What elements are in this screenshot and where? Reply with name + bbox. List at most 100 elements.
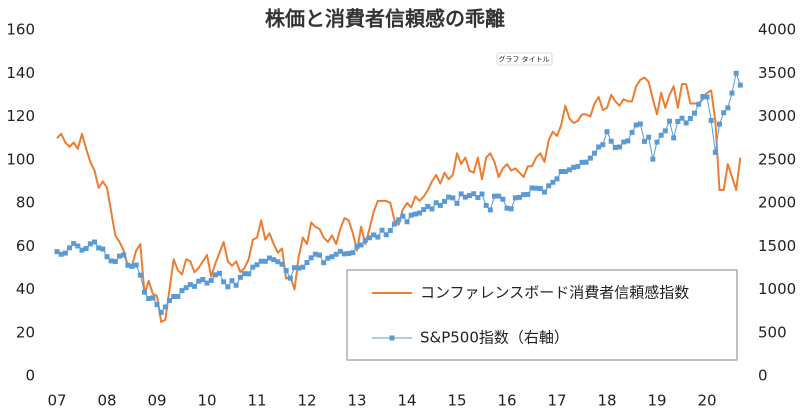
- y2-tick-label: 3500: [758, 64, 796, 82]
- series-marker: [167, 297, 172, 303]
- series-marker: [550, 179, 556, 185]
- series-marker: [512, 195, 518, 201]
- x-tick-label: 17: [547, 392, 566, 410]
- series-marker: [433, 200, 439, 206]
- series-marker: [104, 254, 110, 260]
- x-tick-label: 07: [47, 392, 66, 410]
- series-marker: [617, 144, 622, 150]
- series-marker: [283, 268, 289, 274]
- series-marker: [683, 120, 689, 126]
- chart-title: 株価と消費者信頼感の乖離: [265, 7, 505, 31]
- series-marker: [375, 234, 381, 240]
- series-marker: [692, 110, 697, 116]
- series-marker: [487, 207, 493, 213]
- y-tick-label: 80: [16, 194, 35, 212]
- series-marker: [533, 185, 539, 191]
- y2-tick-label: 0: [758, 367, 768, 385]
- series-marker: [658, 132, 664, 138]
- series-marker: [587, 155, 593, 161]
- series-marker: [383, 232, 389, 238]
- series-marker: [296, 265, 302, 271]
- series-marker: [583, 159, 589, 165]
- series-marker: [337, 248, 343, 254]
- y2-tick-label: 1000: [758, 280, 796, 298]
- series-marker: [712, 149, 718, 155]
- series-marker: [629, 129, 635, 135]
- series-marker: [429, 206, 435, 212]
- legend-label: コンファレンスボード消費者信頼感指数: [420, 284, 689, 302]
- series-marker: [79, 247, 85, 253]
- legend-label: S&P500指数（右軸）: [420, 329, 569, 347]
- series-marker: [354, 243, 360, 249]
- series-marker: [171, 294, 177, 300]
- series-marker: [467, 193, 472, 199]
- x-tick-label: 18: [597, 392, 616, 410]
- series-marker: [725, 105, 731, 111]
- series-marker: [554, 176, 560, 182]
- series-marker: [279, 261, 285, 267]
- series-marker: [217, 270, 222, 276]
- series-marker: [192, 283, 197, 289]
- series-marker: [421, 207, 427, 213]
- series-marker: [567, 167, 572, 173]
- y-tick-label: 20: [16, 323, 35, 341]
- series-marker: [321, 260, 327, 266]
- series-marker: [483, 202, 489, 208]
- series-marker: [437, 202, 443, 208]
- series-marker: [662, 128, 668, 134]
- series-marker: [54, 249, 60, 255]
- series-marker: [71, 241, 77, 247]
- y2-tick-label: 2000: [758, 194, 796, 212]
- series-marker: [212, 272, 218, 278]
- series-marker: [62, 250, 68, 256]
- series-marker: [275, 259, 281, 265]
- series-marker: [521, 192, 527, 198]
- series-marker: [400, 213, 406, 219]
- series-marker: [621, 139, 627, 145]
- series-marker: [371, 232, 377, 238]
- series-marker: [325, 255, 331, 261]
- series-marker: [175, 294, 181, 300]
- y2-tick-label: 2500: [758, 150, 796, 168]
- y-tick-label: 40: [16, 280, 35, 298]
- series-marker: [637, 121, 643, 127]
- x-tick-label: 12: [297, 392, 316, 410]
- series-marker: [412, 211, 418, 217]
- series-marker: [462, 194, 468, 200]
- series-marker: [675, 119, 681, 125]
- series-marker: [733, 70, 739, 76]
- series-marker: [150, 295, 156, 301]
- series-marker: [229, 278, 235, 284]
- series-marker: [721, 110, 727, 116]
- series-marker: [358, 242, 364, 248]
- y-tick-label: 140: [6, 64, 35, 82]
- series-marker: [504, 205, 510, 211]
- series-marker: [317, 252, 322, 258]
- series-marker: [458, 191, 464, 197]
- series-marker: [137, 272, 143, 278]
- series-marker: [112, 259, 118, 265]
- y-tick-label: 100: [6, 150, 35, 168]
- x-tick-label: 10: [197, 392, 216, 410]
- series-marker: [517, 194, 522, 200]
- series-marker: [146, 295, 152, 301]
- series-marker: [546, 183, 552, 189]
- series-marker: [700, 94, 706, 100]
- legend-marker: [389, 335, 395, 341]
- tooltip-box: [496, 52, 553, 66]
- series-marker: [500, 196, 506, 202]
- series-marker: [596, 144, 602, 150]
- series-marker: [479, 191, 485, 197]
- series-marker: [246, 271, 252, 277]
- series-marker: [96, 245, 102, 251]
- series-marker: [737, 82, 743, 88]
- series-marker: [329, 254, 335, 260]
- series-marker: [508, 206, 514, 212]
- series-marker: [625, 138, 631, 144]
- series-marker: [704, 94, 710, 100]
- y-tick-label: 120: [6, 107, 35, 125]
- series-marker: [183, 285, 189, 291]
- series-marker: [83, 245, 89, 251]
- series-marker: [129, 263, 135, 269]
- series-marker: [300, 264, 306, 270]
